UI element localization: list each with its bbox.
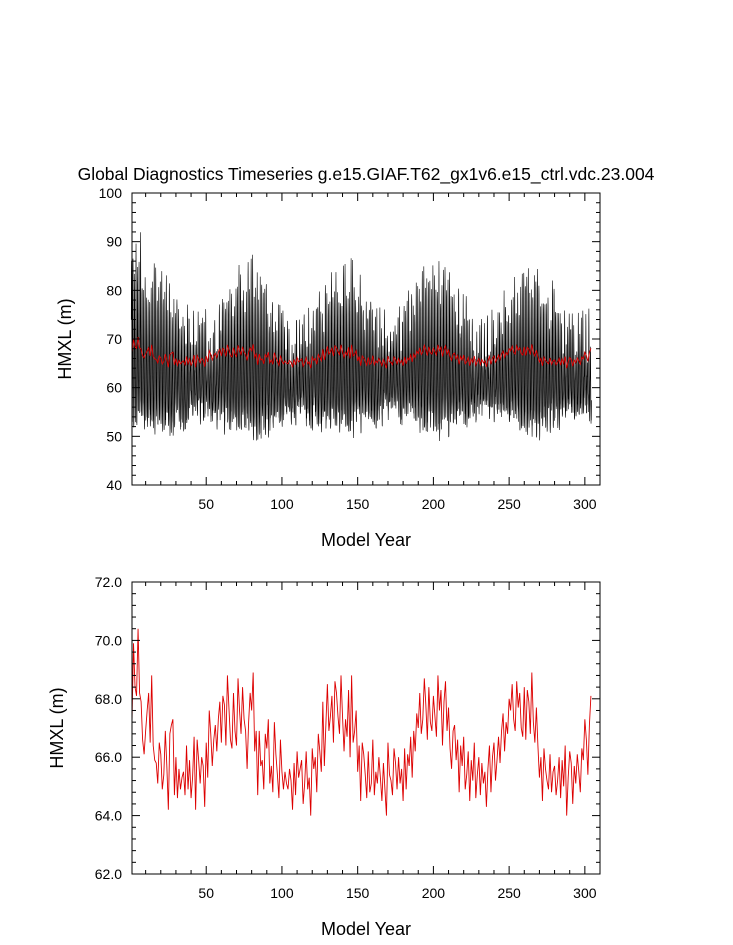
x-tick-label: 50 <box>198 496 214 512</box>
bottom-ticks: 50 100 150 200 250 300 62.0 64.0 66.0 68.0 70.0 72.… <box>95 574 601 901</box>
x-tick-label: 100 <box>270 885 294 901</box>
x-tick-label: 250 <box>497 496 521 512</box>
x-tick-label: 250 <box>497 885 521 901</box>
bottom-x-axis-label: Model Year <box>321 919 411 939</box>
y-tick-label: 70 <box>106 331 122 347</box>
bottom-y-axis-label: HMXL (m) <box>47 687 67 768</box>
y-tick-label: 40 <box>106 477 122 493</box>
y-tick-label: 80 <box>106 282 122 298</box>
y-tick-label: 72.0 <box>95 574 122 590</box>
top-plot-area <box>130 232 592 442</box>
top-panel: 50 100 150 200 250 300 40 50 60 70 80 90 100 HMXL (m… <box>55 185 601 550</box>
x-tick-label: 200 <box>422 496 446 512</box>
x-tick-label: 150 <box>346 885 370 901</box>
y-tick-label: 64.0 <box>95 808 122 824</box>
x-tick-label: 200 <box>422 885 446 901</box>
chart-title: Global Diagnostics Timeseries g.e15.GIAF… <box>78 164 655 185</box>
x-tick-label: 50 <box>198 885 214 901</box>
x-tick-label: 300 <box>573 885 597 901</box>
y-tick-label: 70.0 <box>95 632 122 648</box>
y-tick-label: 62.0 <box>95 866 122 882</box>
x-tick-label: 100 <box>270 496 294 512</box>
top-x-axis-label: Model Year <box>321 530 411 550</box>
x-tick-label: 300 <box>573 496 597 512</box>
y-tick-label: 50 <box>106 428 122 444</box>
bottom-annual-mean-line <box>131 628 592 816</box>
bottom-plot-area <box>131 628 592 816</box>
bottom-panel: 50 100 150 200 250 300 62.0 64.0 66.0 68.0 70.0 72.… <box>47 574 601 939</box>
y-tick-label: 60 <box>106 380 122 396</box>
top-annual-mean-line <box>131 336 592 369</box>
top-ticks: 50 100 150 200 250 300 40 50 60 70 80 90 100 <box>99 185 601 512</box>
top-y-axis-label: HMXL (m) <box>55 298 75 379</box>
monthly-series-line <box>130 232 592 442</box>
x-tick-label: 150 <box>346 496 370 512</box>
y-tick-label: 100 <box>99 185 123 201</box>
y-tick-label: 90 <box>106 234 122 250</box>
y-tick-label: 68.0 <box>95 691 122 707</box>
y-tick-label: 66.0 <box>95 749 122 765</box>
bottom-plot-frame <box>131 581 601 875</box>
